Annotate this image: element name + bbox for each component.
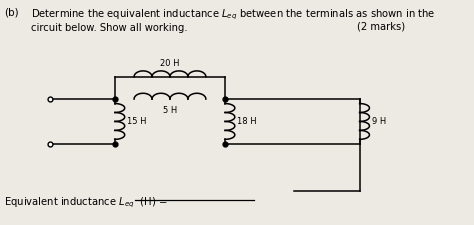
Text: 18 H: 18 H	[237, 117, 257, 126]
Text: 20 H: 20 H	[160, 59, 180, 68]
Text: 9 H: 9 H	[372, 117, 386, 126]
Text: Determine the equivalent inductance $L_{eq}$ between the terminals as shown in t: Determine the equivalent inductance $L_{…	[31, 7, 436, 33]
Text: Equivalent inductance $L_{eq}$  (H) =: Equivalent inductance $L_{eq}$ (H) =	[4, 195, 169, 210]
Text: 5 H: 5 H	[163, 106, 177, 115]
Text: 15 H: 15 H	[127, 117, 146, 126]
Text: (b): (b)	[4, 7, 18, 17]
Text: (2 marks): (2 marks)	[357, 21, 405, 31]
